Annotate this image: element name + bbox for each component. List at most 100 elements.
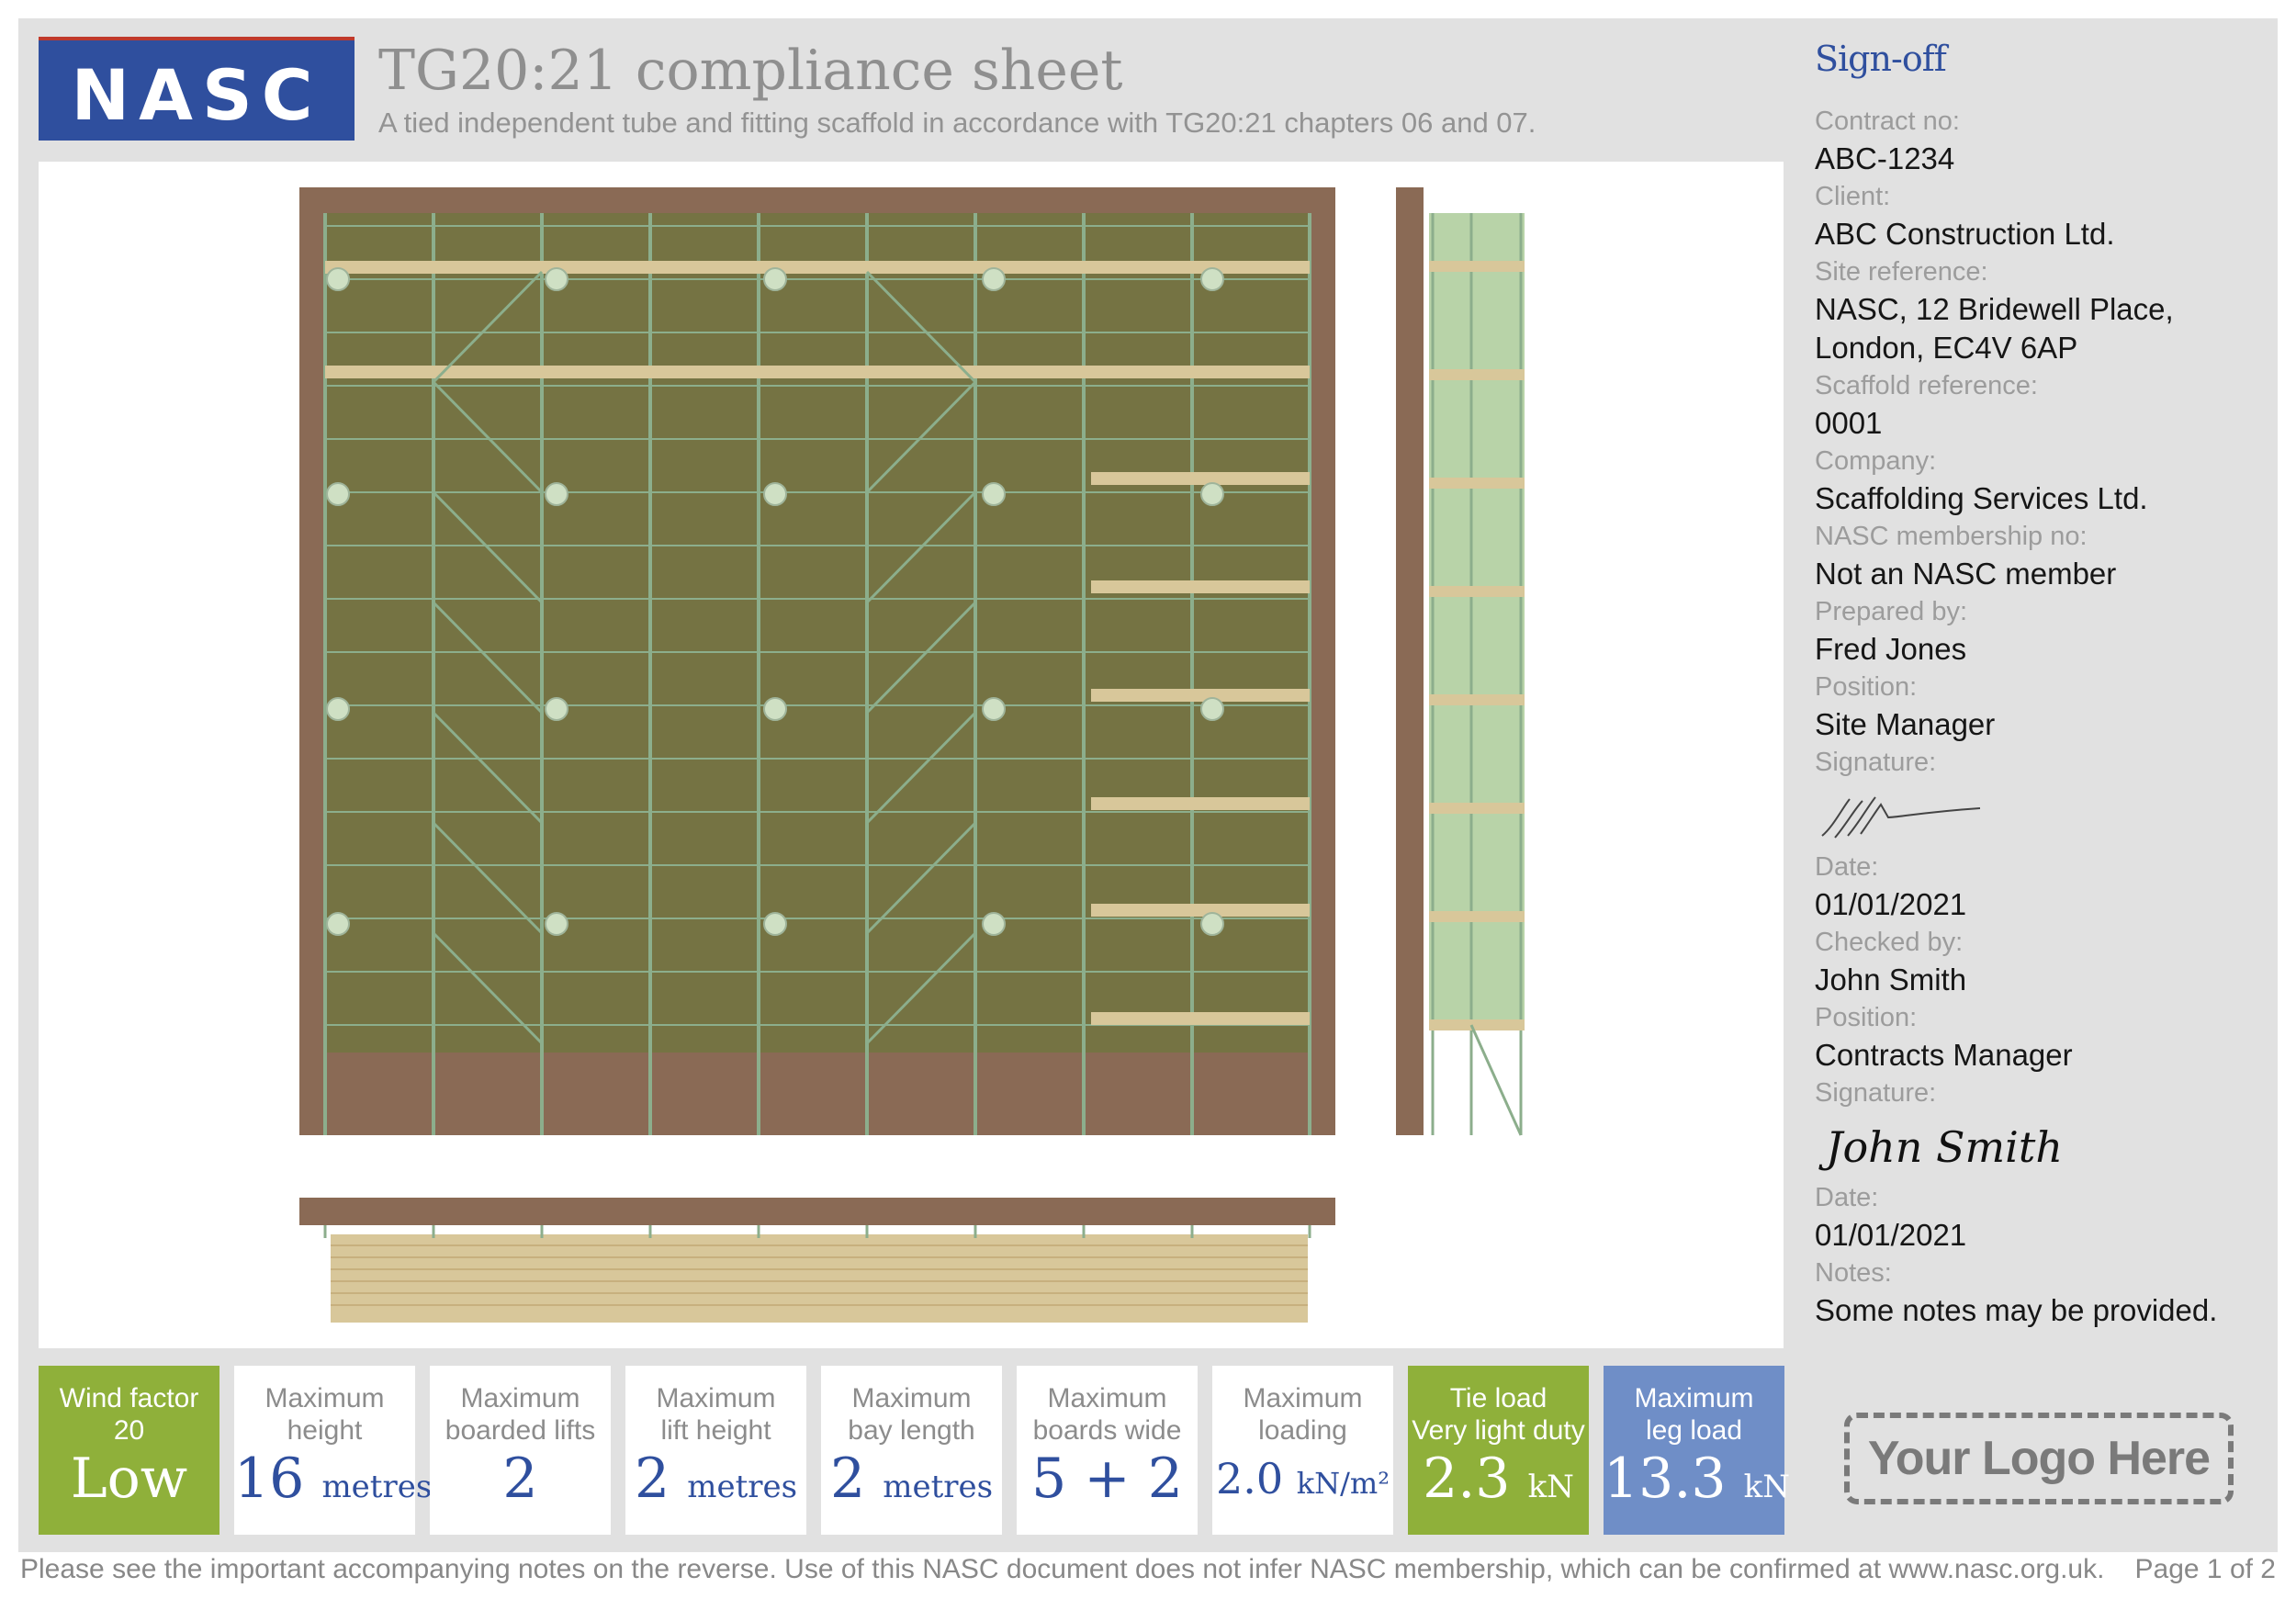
position-label: Position: [1815,1003,1918,1032]
max-loading-tile: Maximum loading 2.0 kN/m² [1212,1366,1393,1535]
scaffold-brace [865,270,977,384]
contract-no-value: ABC-1234 [1815,141,1955,175]
checked-by-label: Checked by: [1815,928,1964,957]
plan-wall [299,1198,1335,1225]
max-lift-height-tile: Maximum lift height 2 metres [625,1366,806,1535]
date-value: 01/01/2021 [1815,1218,1967,1252]
scaffold-reference-label: Scaffold reference: [1815,371,2038,400]
scaffold-tie [763,482,787,506]
scaffold-tie [326,267,350,291]
tile-value: 16 [234,1447,305,1511]
nasc-logo: NASC [39,37,355,141]
tile-label-line1: Maximum [1243,1383,1363,1413]
signature-scribble [1815,781,2274,849]
scaffold-brace [865,711,977,825]
loading-bay-board [1091,1012,1310,1025]
client-value: ABC Construction Ltd. [1815,217,2115,251]
loading-bay-board [1091,472,1310,485]
scaffold-sheeting [325,213,1310,1053]
tile-label-line1: Maximum [460,1383,580,1413]
tile-label-line1: Maximum [1047,1383,1167,1413]
scaffold-drawing [39,162,1784,1348]
scaffold-tie [326,697,350,721]
side-board [1429,911,1525,922]
your-logo-text: Your Logo Here [1867,1432,2211,1485]
scaffold-tie [545,482,568,506]
side-board [1429,694,1525,705]
tile-value: 2 [502,1447,538,1511]
tile-value: 13.3 [1604,1447,1727,1511]
tile-label-line1: Maximum [1634,1383,1754,1413]
signature-handwritten-text: John Smith [1826,1122,2063,1172]
scaffold-reference-value: 0001 [1815,406,1883,440]
tile-label-line2: boards wide [1032,1415,1182,1446]
tile-label-line1: Maximum [656,1383,776,1413]
tile-unit: metres [883,1469,994,1505]
tile-label-line2: leg load [1645,1415,1743,1446]
side-brace [1469,1024,1523,1136]
scaffold-brace [865,490,977,604]
scaffold-tie [982,267,1006,291]
scaffold-brace [432,270,544,384]
signature-handwritten: John Smith [1815,1111,2274,1179]
page-number: Page 1 of 2 [2134,1554,2276,1584]
scaffold-brace [432,490,544,604]
scaffold-tie [763,912,787,936]
tile-label-line1: Maximum [264,1383,385,1413]
signature-label: Signature: [1815,1078,1937,1108]
scaffold-tie [763,697,787,721]
tile-value: 2 [829,1447,866,1511]
scaffold-brace [432,380,544,494]
side-board [1429,1019,1525,1030]
date-label: Date: [1815,1183,1879,1212]
scaffold-tie [545,697,568,721]
tile-label-line2: boarded lifts [445,1415,596,1446]
scaffold-tie [763,267,787,291]
scaffold-tie [1200,912,1224,936]
scaffold-brace [865,931,977,1045]
notes-value: Some notes may be provided. [1815,1293,2218,1327]
max-boarded-lifts-tile: Maximum boarded lifts 2 [430,1366,611,1535]
wind-factor-tile: Wind factor 20 Low [39,1366,219,1535]
tile-unit: metres [687,1469,798,1505]
scaffold-brace [432,601,544,715]
prepared-by-value: Fred Jones [1815,632,1967,666]
scaffold-tie [545,267,568,291]
membership-value: Not an NASC member [1815,557,2117,591]
position-value: Contracts Manager [1815,1038,2073,1072]
boarded-lift [325,366,1310,378]
client-label: Client: [1815,182,1891,211]
scaffold-tie [1200,482,1224,506]
tile-label-line1: Tie load [1449,1383,1548,1413]
date-value: 01/01/2021 [1815,887,1967,921]
scaffold-brace [865,380,977,494]
tile-value: 2.0 [1215,1454,1284,1503]
company-value: Scaffolding Services Ltd. [1815,481,2148,515]
scaffold-brace [865,821,977,935]
footer-note: Please see the important accompanying no… [20,1554,2105,1584]
page-title: TG20:21 compliance sheet [378,39,1123,103]
tile-label-line2: bay length [848,1415,975,1446]
tile-value: Low [70,1447,188,1511]
side-sheeting [1429,213,1525,1025]
tie-load-tile: Tie load Very light duty 2.3 kN [1408,1366,1589,1535]
scaffold-tie [982,482,1006,506]
loading-bay-board [1091,797,1310,810]
side-board [1429,369,1525,380]
scaffold-brace [432,821,544,935]
tile-label-line2: Very light duty [1412,1415,1585,1446]
site-reference-line1: NASC, 12 Bridewell Place, [1815,292,2174,326]
prepared-by-label: Prepared by: [1815,597,1968,626]
tile-label-line2: loading [1258,1415,1347,1446]
scaffold-tie [1200,697,1224,721]
tile-value: 2.3 [1423,1447,1511,1511]
loading-bay-board [1091,689,1310,702]
side-board [1429,261,1525,272]
scaffold-tie [326,482,350,506]
your-logo-placeholder: Your Logo Here [1844,1413,2234,1504]
boarded-lift [325,261,1310,274]
contract-no-label: Contract no: [1815,107,1960,136]
signoff-panel: Sign-off Contract no: ABC-1234 Client: A… [1815,39,2274,1330]
tile-value: 2 [634,1447,670,1511]
side-board [1429,803,1525,814]
